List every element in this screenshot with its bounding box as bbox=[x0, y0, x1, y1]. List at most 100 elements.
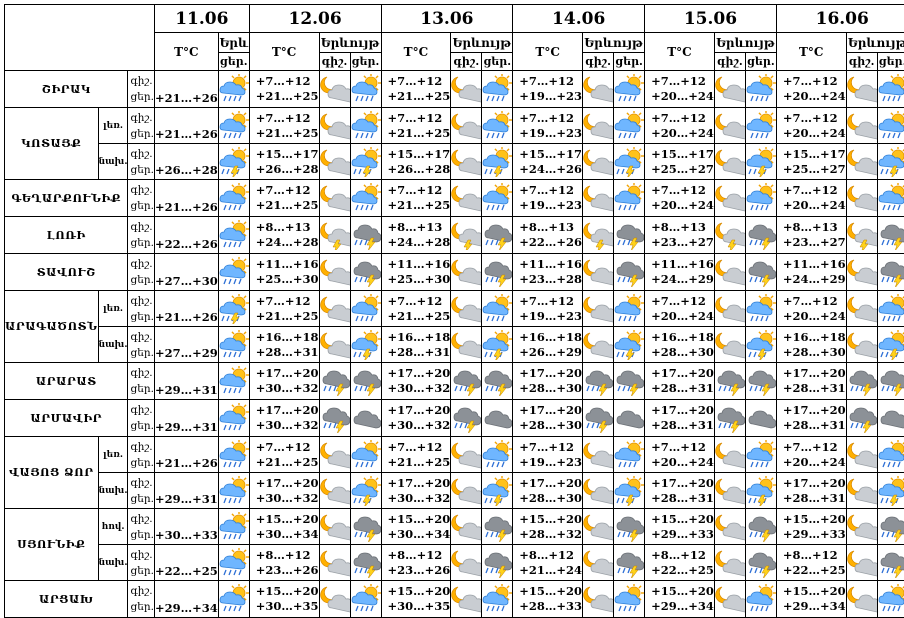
night-temperature: +16…+18 bbox=[651, 330, 714, 345]
night-temperature: +15…+20 bbox=[783, 512, 846, 527]
day-temperature: +28…+32 bbox=[519, 527, 582, 542]
cloud-storm-icon bbox=[320, 403, 350, 433]
night-weather-cell bbox=[846, 581, 877, 618]
night-weather-cell bbox=[319, 108, 350, 144]
night-temperature: +8…+12 bbox=[651, 548, 714, 563]
day-temperature: +20…+24 bbox=[651, 455, 714, 470]
night-header: գիշ. bbox=[714, 53, 745, 71]
moon-cloud-icon bbox=[583, 147, 613, 177]
night-temperature: +17…+20 bbox=[256, 476, 319, 491]
day-weather-cell bbox=[482, 254, 513, 291]
night-weather-cell bbox=[846, 363, 877, 400]
day-weather-cell bbox=[482, 327, 513, 363]
day-temperature: +30…+34 bbox=[388, 527, 451, 542]
night-temperature: +17…+20 bbox=[256, 366, 319, 381]
day-temperature: +20…+24 bbox=[783, 309, 846, 324]
cloud-storm-icon bbox=[351, 220, 381, 250]
date-header: 14.06 bbox=[513, 5, 645, 33]
night-temperature: +15…+20 bbox=[651, 512, 714, 527]
cloud-storm-icon bbox=[482, 220, 512, 250]
moon-cloud-icon bbox=[715, 257, 745, 287]
night-weather-cell bbox=[714, 217, 745, 254]
night-weather-cell bbox=[714, 180, 745, 217]
temperature-cell: +15…+17+25…+27 bbox=[645, 144, 715, 180]
moon-cloud-icon bbox=[451, 183, 481, 213]
sun-rain-icon bbox=[482, 440, 512, 470]
temperature-cell: +7…+12+21…+25 bbox=[381, 108, 451, 144]
day-temperature: +29…+33 bbox=[783, 527, 846, 542]
day-temperature: +24…+29 bbox=[651, 272, 714, 287]
night-temperature: +7…+12 bbox=[519, 183, 582, 198]
moon-cloud-icon bbox=[715, 183, 745, 213]
day-temperature: +28…+30 bbox=[519, 491, 582, 506]
cloud-storm-icon bbox=[482, 257, 512, 287]
moon-cloud-icon bbox=[715, 74, 745, 104]
day-weather-cell bbox=[614, 400, 645, 437]
subregion-label: նախ. bbox=[98, 327, 128, 363]
day-weather-cell bbox=[350, 400, 381, 437]
day-weather-cell bbox=[745, 217, 776, 254]
day-weather-cell bbox=[614, 254, 645, 291]
night-temperature: +17…+20 bbox=[519, 476, 582, 491]
day-weather-cell bbox=[877, 581, 904, 618]
region-name: ՇԻՐԱԿ bbox=[5, 71, 128, 108]
moon-cloud-icon bbox=[583, 548, 613, 578]
day-temperature: +21…+26 bbox=[154, 108, 218, 144]
night-weather-cell bbox=[583, 363, 614, 400]
night-temperature: +7…+12 bbox=[651, 183, 714, 198]
night-temperature: +17…+20 bbox=[388, 366, 451, 381]
night-weather-cell bbox=[714, 473, 745, 509]
day-weather-cell bbox=[614, 363, 645, 400]
night-temperature: +7…+12 bbox=[651, 294, 714, 309]
cloud-icon bbox=[746, 403, 776, 433]
sun-storm-icon bbox=[746, 476, 776, 506]
region-name: ԱՐՑԱԽ bbox=[5, 581, 128, 618]
night-weather-cell bbox=[714, 581, 745, 618]
night-weather-cell bbox=[583, 180, 614, 217]
cloud-storm-icon bbox=[878, 512, 904, 542]
moon-storm-icon bbox=[583, 220, 613, 250]
cloud-icon bbox=[614, 403, 644, 433]
night-temperature: +11…+16 bbox=[388, 257, 451, 272]
day-temperature: +30…+32 bbox=[256, 418, 319, 433]
night-temperature: +15…+17 bbox=[256, 147, 319, 162]
temperature-cell: +7…+12+20…+24 bbox=[645, 71, 715, 108]
temperature-cell: +7…+12+21…+25 bbox=[381, 180, 451, 217]
cloud-storm-icon bbox=[614, 548, 644, 578]
subregion-label: լեռ. bbox=[98, 108, 128, 144]
temperature-cell: +8…+13+23…+27 bbox=[776, 217, 846, 254]
temperature-cell: +17…+20+30…+32 bbox=[249, 400, 319, 437]
night-temperature: +15…+17 bbox=[519, 147, 582, 162]
night-temperature: +17…+20 bbox=[783, 366, 846, 381]
sun-rain-icon bbox=[746, 584, 776, 614]
row-labels: գիշ.ցեր. bbox=[128, 254, 154, 291]
cloud-storm-icon bbox=[583, 403, 613, 433]
moon-cloud-icon bbox=[847, 476, 877, 506]
day-temperature: +30…+33 bbox=[154, 509, 218, 545]
sun-rain-icon bbox=[219, 257, 249, 287]
day-weather-cell bbox=[614, 180, 645, 217]
night-weather-cell bbox=[846, 473, 877, 509]
night-weather-cell bbox=[583, 327, 614, 363]
night-weather-cell bbox=[846, 400, 877, 437]
day-weather-cell bbox=[350, 144, 381, 180]
night-temperature: +7…+12 bbox=[783, 111, 846, 126]
night-weather-cell bbox=[583, 144, 614, 180]
sun-storm-icon bbox=[878, 330, 904, 360]
day-weather-cell bbox=[482, 217, 513, 254]
night-weather-cell bbox=[846, 71, 877, 108]
sun-storm-icon bbox=[219, 294, 249, 324]
night-label: գիշ. bbox=[130, 475, 153, 491]
day-weather-cell bbox=[350, 71, 381, 108]
temp-header: T°C bbox=[154, 33, 218, 71]
sun-storm-icon bbox=[614, 476, 644, 506]
day-temperature: +28…+31 bbox=[256, 345, 319, 360]
day-weather-cell bbox=[614, 71, 645, 108]
day-temperature: +21…+25 bbox=[256, 89, 319, 104]
moon-cloud-icon bbox=[583, 111, 613, 141]
night-weather-cell bbox=[319, 400, 350, 437]
day-weather-cell bbox=[482, 473, 513, 509]
day-weather-cell bbox=[482, 363, 513, 400]
moon-cloud-icon bbox=[320, 257, 350, 287]
